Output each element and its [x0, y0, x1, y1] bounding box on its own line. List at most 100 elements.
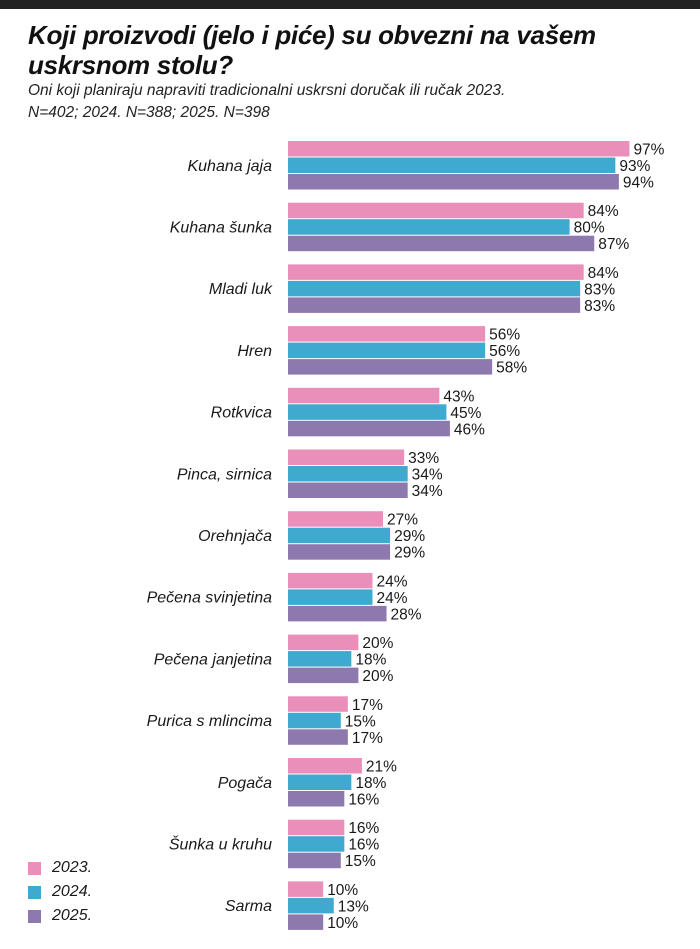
bar [288, 404, 447, 420]
bar [288, 589, 373, 605]
data-label: 20% [362, 668, 393, 685]
data-label: 15% [345, 713, 376, 730]
bar [288, 852, 341, 869]
data-label: 18% [355, 652, 386, 669]
data-label: 94% [623, 175, 654, 192]
bar [288, 174, 619, 190]
legend-swatch [28, 886, 41, 899]
bar [288, 544, 391, 560]
category-label: Kuhana šunka [170, 219, 272, 236]
bar [288, 297, 581, 313]
subtitle-line-2: N=402; 2024. N=388; 2025. N=398 [28, 104, 270, 121]
category-label: Orehnjača [198, 528, 272, 545]
bar [288, 202, 584, 219]
legend-label: 2025. [52, 907, 93, 924]
category-label: Šunka u kruhu [169, 834, 272, 853]
data-label: 87% [598, 236, 629, 253]
data-label: 16% [348, 837, 379, 854]
data-label: 46% [454, 421, 485, 438]
data-label: 43% [443, 388, 474, 405]
top-rule [0, 0, 700, 9]
data-label: 84% [588, 265, 619, 282]
category-label: Mladi luk [209, 281, 273, 298]
bar [288, 235, 595, 252]
bar [288, 219, 570, 235]
category-label: Pečena janjetina [154, 651, 272, 668]
data-label: 56% [489, 343, 520, 360]
data-label: 34% [412, 483, 443, 500]
bar [288, 667, 359, 684]
legend-swatch [28, 862, 41, 875]
bar [288, 791, 345, 807]
data-label: 16% [348, 820, 379, 837]
legend-label: 2023. [52, 859, 93, 876]
data-label: 24% [376, 590, 407, 607]
data-label: 18% [355, 775, 386, 792]
category-label: Pečena svinjetina [147, 590, 273, 607]
data-label: 10% [327, 915, 358, 932]
data-label: 83% [584, 281, 615, 298]
data-label: 15% [345, 853, 376, 870]
bar [288, 634, 359, 651]
bar [288, 696, 348, 712]
data-label: 34% [412, 467, 443, 484]
data-label: 10% [327, 882, 358, 899]
bar [288, 420, 450, 437]
bar [288, 482, 408, 498]
bar [288, 651, 352, 667]
legend-item: 2023. [28, 859, 148, 880]
bar [288, 712, 341, 729]
bar [288, 774, 352, 790]
chart-subtitle: Oni koji planiraju napraviti tradicional… [28, 80, 678, 124]
legend-label: 2024. [52, 883, 93, 900]
data-label: 28% [391, 606, 422, 623]
bar [288, 914, 324, 930]
category-label: Pinca, sirnica [177, 466, 272, 483]
category-label: Hren [237, 343, 272, 360]
bar [288, 897, 334, 914]
bar [288, 605, 387, 622]
data-label: 83% [584, 298, 615, 315]
data-label: 20% [362, 635, 393, 652]
data-label: 29% [394, 545, 425, 562]
bar [288, 280, 581, 297]
bar [288, 758, 362, 774]
data-label: 33% [408, 450, 439, 467]
bar [288, 729, 348, 745]
data-label: 58% [496, 360, 527, 377]
bar [288, 836, 345, 852]
data-label: 45% [450, 405, 481, 422]
subtitle-line-1: Oni koji planiraju napraviti tradicional… [28, 82, 506, 99]
legend-swatch [28, 910, 41, 923]
category-label: Kuhana jaja [187, 158, 272, 175]
bar [288, 527, 391, 544]
data-label: 21% [366, 759, 397, 776]
bar [288, 387, 440, 404]
data-label: 29% [394, 528, 425, 545]
bar [288, 881, 324, 897]
bar [288, 157, 616, 173]
data-label: 80% [574, 220, 605, 237]
bar [288, 511, 384, 527]
bar [288, 449, 405, 465]
data-label: 24% [376, 573, 407, 590]
category-label: Purica s mlincima [147, 713, 272, 730]
bar [288, 264, 584, 280]
bar [288, 819, 345, 836]
data-label: 13% [338, 898, 369, 915]
data-label: 17% [352, 730, 383, 747]
category-label: Rotkvica [211, 405, 272, 422]
data-label: 17% [352, 697, 383, 714]
data-label: 97% [633, 142, 664, 159]
bar [288, 572, 373, 589]
bar [288, 359, 493, 375]
category-label: Sarma [225, 898, 272, 915]
category-label: Pogača [218, 775, 272, 792]
bar [288, 326, 486, 342]
data-label: 56% [489, 327, 520, 344]
data-label: 27% [387, 512, 418, 529]
chart-title: Koji proizvodi (jelo i piće) su obvezni … [28, 20, 596, 80]
data-label: 84% [588, 203, 619, 220]
legend-item: 2025. [28, 907, 148, 928]
